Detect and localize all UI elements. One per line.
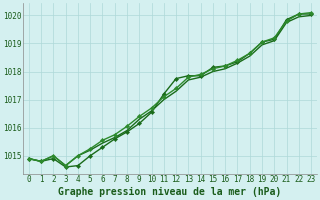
X-axis label: Graphe pression niveau de la mer (hPa): Graphe pression niveau de la mer (hPa): [58, 187, 282, 197]
